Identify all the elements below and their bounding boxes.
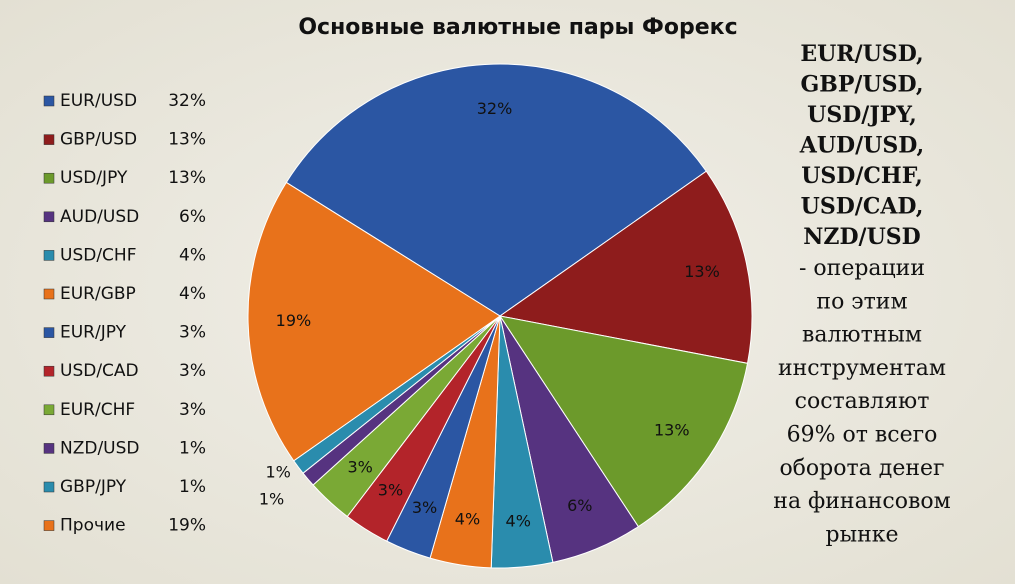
note-bold: EUR/USD, [800,41,923,67]
slice-label: 4% [455,510,480,529]
note-bold: AUD/USD, [799,133,924,159]
legend-value: 13% [168,168,206,188]
legend-swatch [43,134,55,145]
note: оборота денег [779,456,944,481]
legend-swatch [43,172,55,184]
legend-swatch [43,95,55,107]
legend-swatch [43,250,55,261]
slice-label: 32% [477,99,513,118]
slice-label: 4% [506,511,531,530]
legend-value: 32% [168,91,206,111]
legend-value: 3% [179,361,206,381]
pie-slice [247,181,501,462]
legend-swatch [43,404,55,416]
legend-value: 13% [168,130,206,150]
legend-label: EUR/CHF [60,400,135,420]
note-bold: USD/CAD, [801,194,924,220]
note: инструментам [778,356,946,381]
legend-value: 3% [179,323,206,343]
note-bold: USD/CHF, [801,163,923,189]
slice-label: 1% [259,489,284,508]
legend-value: 4% [179,284,206,304]
note-bold: USD/JPY, [807,102,917,128]
legend-swatch [43,211,55,223]
pie-slice [498,170,753,364]
pie-slice [498,315,749,528]
legend-value: 1% [179,438,206,458]
note-bold: NZD/USD [803,224,920,250]
legend-label: EUR/GBP [60,284,136,304]
legend-value: 4% [179,245,206,265]
slice-label: 6% [567,496,592,515]
slice-label: 3% [412,498,437,517]
note: рынке [825,522,898,547]
note-bold: GBP/USD, [801,72,924,98]
slice-label: 3% [378,481,403,500]
legend-swatch [43,365,55,377]
legend-swatch [43,520,55,531]
legend-swatch [43,327,55,338]
legend-label: USD/CAD [60,361,139,381]
slice-label: 19% [276,311,312,330]
slice-label: 13% [684,262,720,281]
note: 69% от всего [787,423,938,448]
legend-label: GBP/USD [60,130,137,150]
legend-value: 6% [179,207,206,227]
legend-swatch [43,288,55,300]
note: по этим [816,289,907,314]
slice-label: 1% [266,463,291,482]
note: на финансовом [773,489,950,514]
legend-swatch [43,443,55,454]
legend-label: GBP/JPY [60,477,127,497]
slice-label: 3% [347,458,372,477]
pie-slice [285,63,707,317]
legend-label: AUD/USD [60,207,139,227]
note: составляют [795,389,930,414]
chart-title: Основные валютные пары Форекс [298,15,737,40]
legend-value: 3% [179,400,206,420]
slice-label: 13% [654,420,690,439]
legend-label: Прочие [60,516,126,536]
legend-label: EUR/JPY [60,323,127,343]
legend-value: 1% [179,477,206,497]
legend-label: EUR/USD [60,91,137,111]
note: валютным [802,323,922,348]
legend-label: USD/CHF [60,245,136,265]
legend-label: USD/JPY [60,168,128,188]
legend-label: NZD/USD [60,438,140,458]
legend-swatch [43,481,55,493]
note: - операции [799,256,925,281]
legend-value: 19% [168,516,206,536]
